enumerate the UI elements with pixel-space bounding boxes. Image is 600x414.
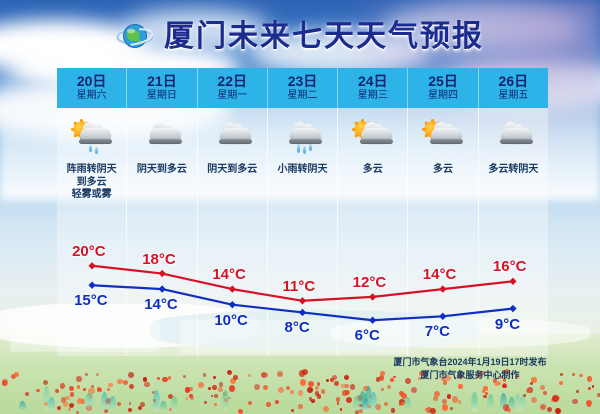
date-label: 25日 [428,74,458,89]
page-title-bar: 厦门未来七天天气预报 [0,14,600,60]
forecast-day-cell[interactable]: 多云转阴天 [479,108,548,356]
cloud-icon [479,114,548,160]
weather-description: 多云 [338,164,407,177]
weather-description: 多云转阴天 [479,164,548,177]
footer-issue-line: 厦门市气象台2024年1月19日17时发布 [370,356,570,369]
forecast-panel: 20日 星期六 21日 星期日 22日 星期一 23日 星期二 24日 星期三 25日 星期四 26日星… [57,68,548,356]
date-label: 26日 [499,74,529,89]
weather-description: 阴天到多云 [127,164,196,177]
footer-producer-line: 厦门市气象服务中心制作 [370,369,570,382]
sun-cloud-rain-icon [57,114,126,160]
date-label: 23日 [288,74,318,89]
weather-description: 小雨转阴天 [268,164,337,177]
cloud-icon [198,114,267,160]
weekday-label: 星期四 [428,90,458,103]
forecast-day-cell[interactable]: 多云 [408,108,478,356]
weekday-label: 星期一 [217,90,247,103]
date-label: 20日 [77,74,107,89]
page-title: 厦门未来七天天气预报 [164,22,484,52]
forecast-body-row: 阵雨转阴天 到多云 轻雾或雾 阴天到多云 阴天到多云 小雨转阴天 多云 多云 多云转阴天 [57,108,548,356]
sun-cloud-icon [408,114,477,160]
date-label: 24日 [358,74,388,89]
date-header-cell[interactable]: 23日 星期二 [268,68,338,108]
forecast-day-cell[interactable]: 多云 [338,108,408,356]
date-header-row: 20日 星期六 21日 星期日 22日 星期一 23日 星期二 24日 星期三 25日 星期四 26日星… [57,68,548,108]
forecast-day-cell[interactable]: 小雨转阴天 [268,108,338,356]
footer: 厦门市气象台2024年1月19日17时发布 厦门市气象服务中心制作 [370,356,570,382]
date-header-cell[interactable]: 20日 星期六 [57,68,127,108]
date-label: 21日 [147,74,177,89]
weather-description: 多云 [408,164,477,177]
date-header-cell[interactable]: 24日 星期三 [338,68,408,108]
cloud-rain-icon [268,114,337,160]
date-header-cell[interactable]: 22日 星期一 [198,68,268,108]
globe-icon [116,20,154,54]
weather-description: 阴天到多云 [198,164,267,177]
weekday-label: 星期日 [147,90,177,103]
forecast-day-cell[interactable]: 阵雨转阴天 到多云 轻雾或雾 [57,108,127,356]
cloud-icon [127,114,196,160]
forecast-day-cell[interactable]: 阴天到多云 [198,108,268,356]
date-header-cell[interactable]: 21日 星期日 [127,68,197,108]
weekday-label: 星期三 [358,90,388,103]
weekday-label: 星期六 [77,90,107,103]
weekday-label: 星期五 [498,90,528,103]
weekday-label: 星期二 [287,90,317,103]
date-label: 22日 [217,74,247,89]
sun-cloud-icon [338,114,407,160]
forecast-day-cell[interactable]: 阴天到多云 [127,108,197,356]
date-header-cell[interactable]: 25日 星期四 [408,68,478,108]
date-header-cell[interactable]: 26日 星期五 [479,68,548,108]
weather-description: 阵雨转阴天 到多云 轻雾或雾 [57,164,126,202]
